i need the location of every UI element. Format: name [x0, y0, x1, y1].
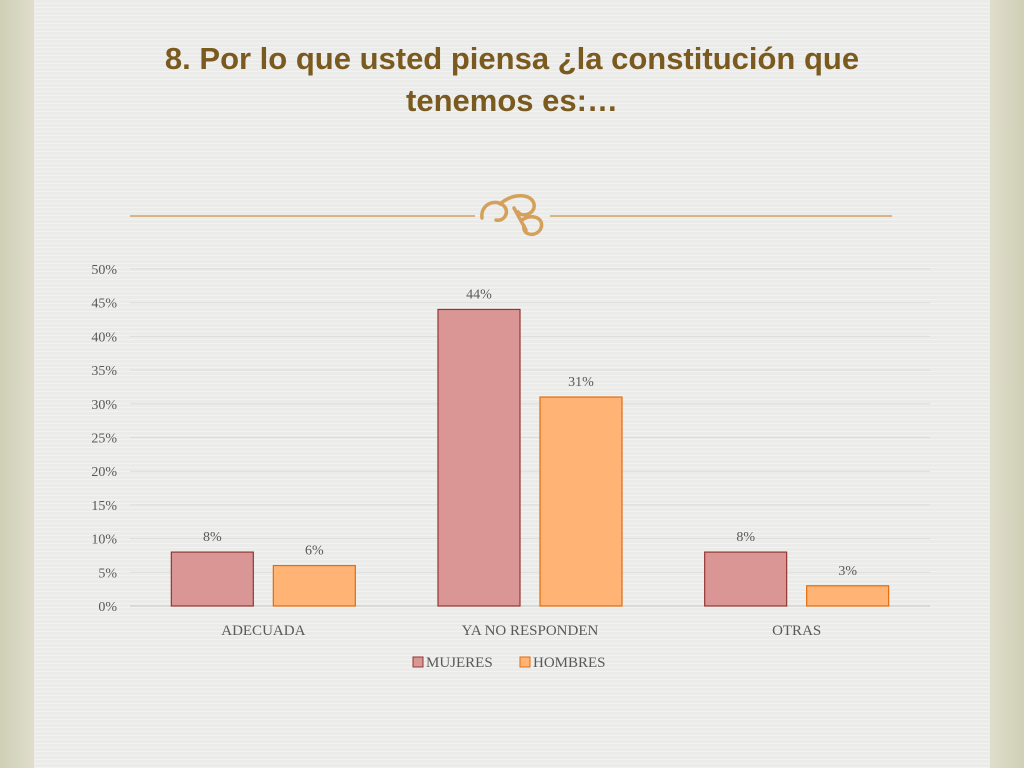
y-tick-label: 15% — [91, 499, 117, 514]
bar-hombres — [539, 396, 623, 607]
legend-label: MUJERES — [426, 655, 493, 671]
x-axis-labels: ADECUADA YA NO RESPONDEN OTRAS — [221, 623, 821, 639]
y-tick-label: 5% — [98, 566, 117, 581]
x-tick-label: YA NO RESPONDEN — [462, 623, 599, 639]
x-tick-label: OTRAS — [772, 623, 821, 639]
legend-swatch-hombres — [519, 656, 531, 668]
slide-title: 8. Por lo que usted piensa ¿la constituc… — [164, 41, 860, 118]
ornament-divider — [130, 194, 892, 237]
data-labels: 8% 6% 44% 31% 8% 3% — [203, 287, 857, 578]
y-tick-label: 0% — [98, 600, 117, 615]
data-label: 3% — [838, 564, 857, 579]
chart-bars — [170, 308, 890, 607]
data-label: 31% — [568, 375, 594, 390]
chart-legend: MUJERES HOMBRES — [412, 655, 606, 671]
legend-label: HOMBRES — [533, 655, 606, 671]
y-axis-labels: 0% 5% 10% 15% 20% 25% 30% 35% 40% 45% 50% — [91, 263, 117, 615]
y-tick-label: 40% — [91, 330, 117, 345]
y-tick-label: 30% — [91, 398, 117, 413]
legend-swatch-mujeres — [412, 656, 424, 668]
bar-mujeres — [437, 308, 521, 607]
ornate-flourish-icon — [480, 194, 544, 237]
bar-hombres — [272, 564, 356, 607]
y-tick-label: 10% — [91, 533, 117, 548]
y-tick-label: 45% — [91, 297, 117, 312]
bar-mujeres — [170, 551, 254, 607]
chart-gridlines — [130, 268, 930, 607]
y-tick-label: 50% — [91, 263, 117, 278]
data-label: 6% — [305, 544, 324, 559]
bar-mujeres — [704, 551, 788, 607]
y-tick-label: 20% — [91, 465, 117, 480]
y-tick-label: 35% — [91, 364, 117, 379]
data-label: 44% — [466, 287, 492, 302]
data-label: 8% — [736, 530, 755, 545]
y-tick-label: 25% — [91, 432, 117, 447]
data-label: 8% — [203, 530, 222, 545]
bar-hombres — [806, 585, 890, 607]
x-tick-label: ADECUADA — [221, 623, 305, 639]
